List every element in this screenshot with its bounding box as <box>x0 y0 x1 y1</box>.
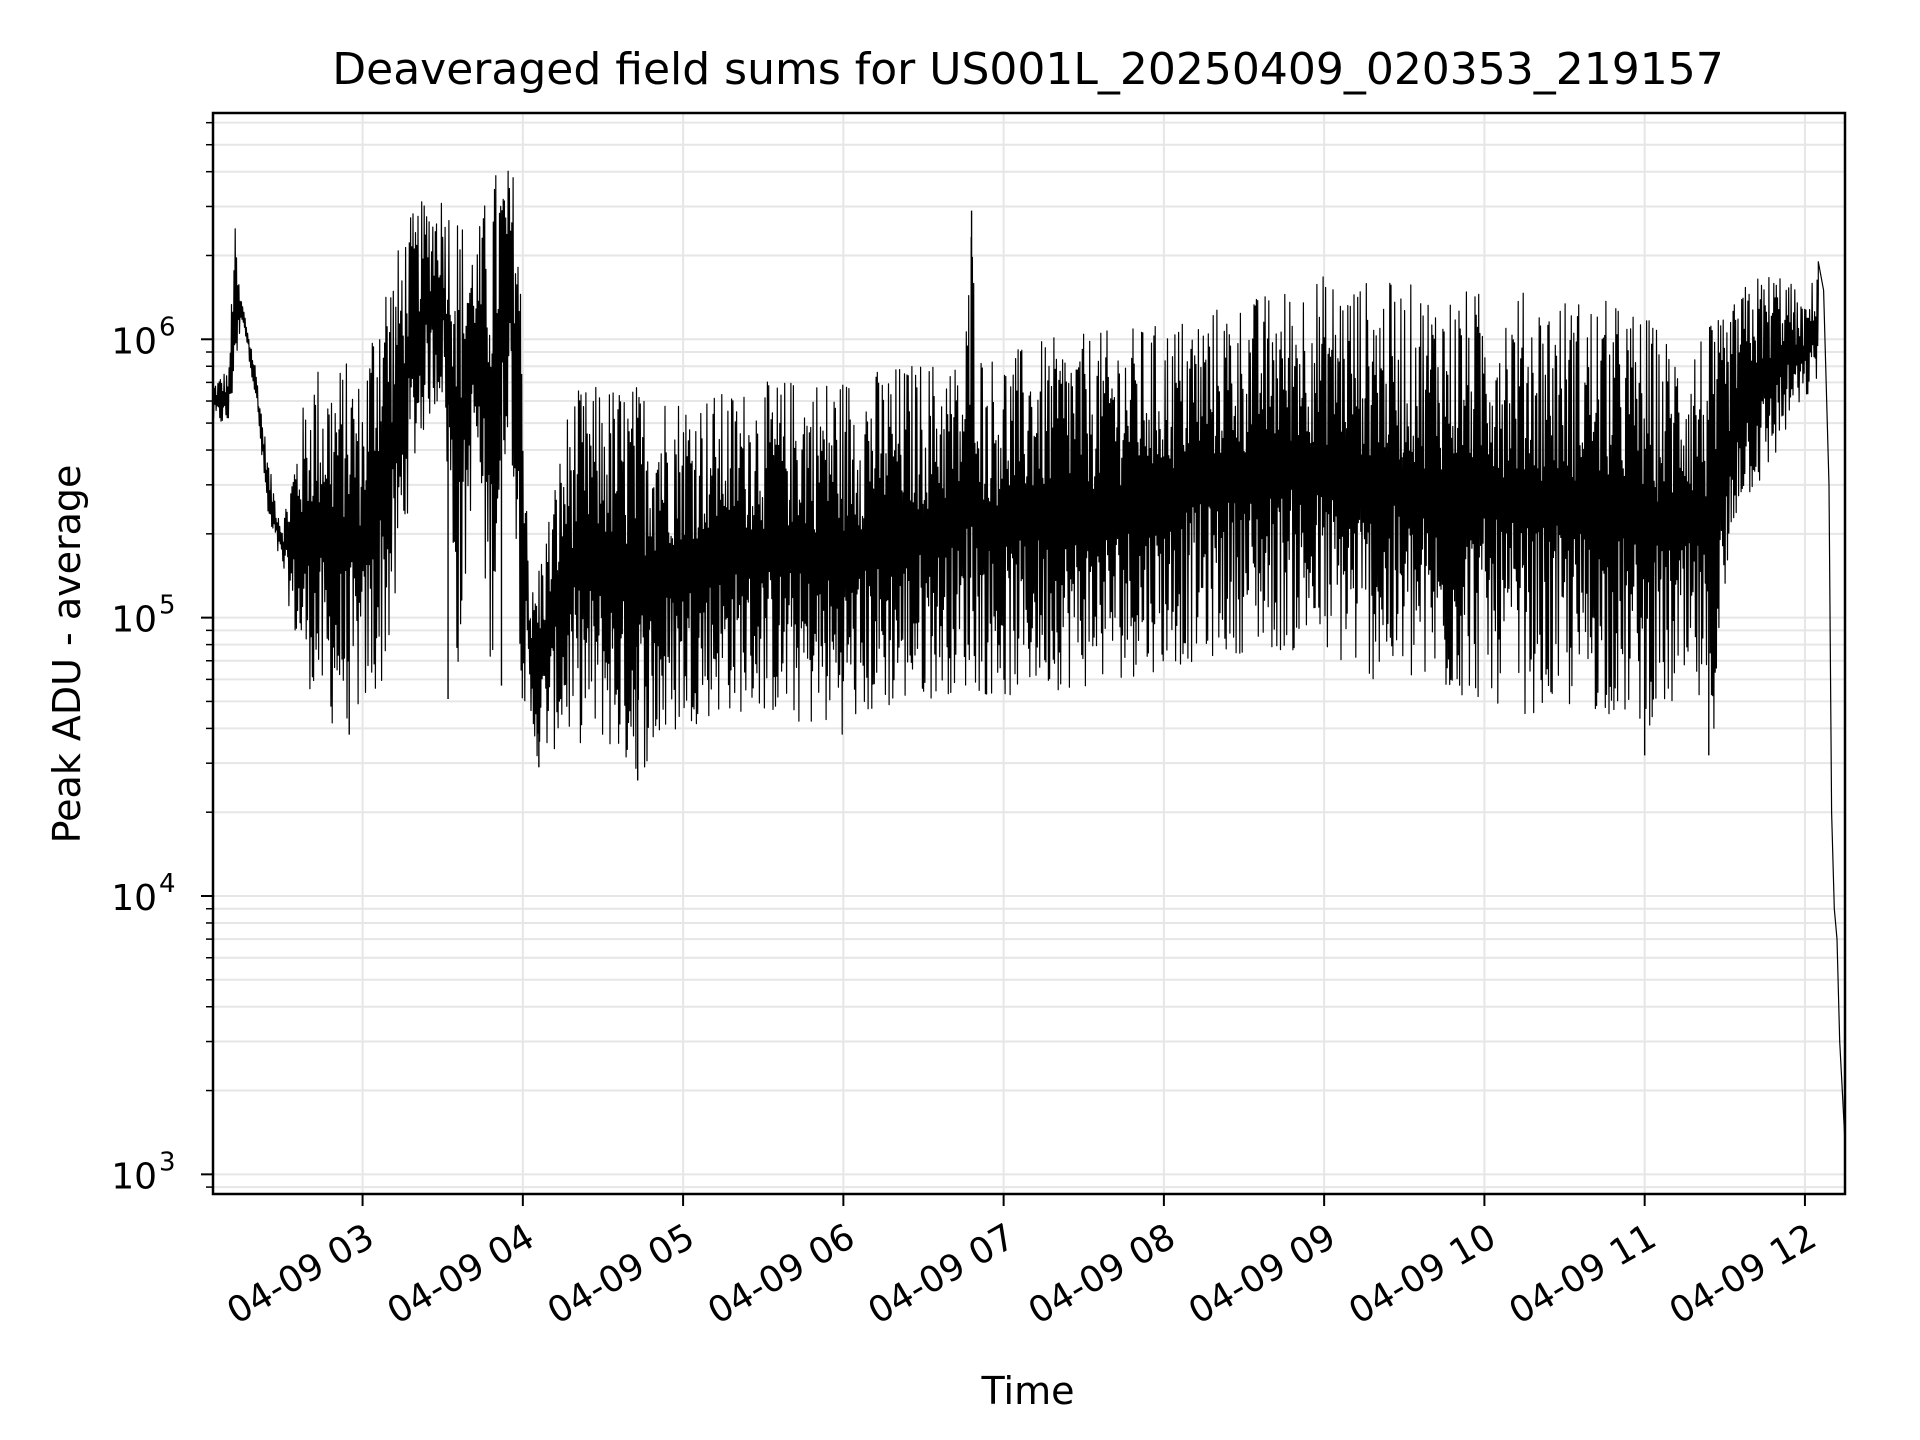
y-tick-label: 10 <box>111 878 157 919</box>
y-tick-label-exponent: 5 <box>159 591 176 621</box>
y-tick-label: 10 <box>111 1156 157 1197</box>
y-tick-label-exponent: 6 <box>159 312 176 342</box>
x-axis-label: Time <box>981 1369 1075 1413</box>
y-axis-label: Peak ADU - average <box>45 465 89 844</box>
y-tick-label: 10 <box>111 321 157 362</box>
chart-title: Deaveraged field sums for US001L_2025040… <box>332 44 1724 95</box>
y-tick-label: 10 <box>111 600 157 641</box>
series-line <box>212 170 1846 1143</box>
series-path <box>212 170 1846 1143</box>
y-tick-label-exponent: 4 <box>159 869 176 899</box>
y-tick-label-exponent: 3 <box>159 1147 176 1177</box>
plot-frame <box>211 111 1847 1196</box>
